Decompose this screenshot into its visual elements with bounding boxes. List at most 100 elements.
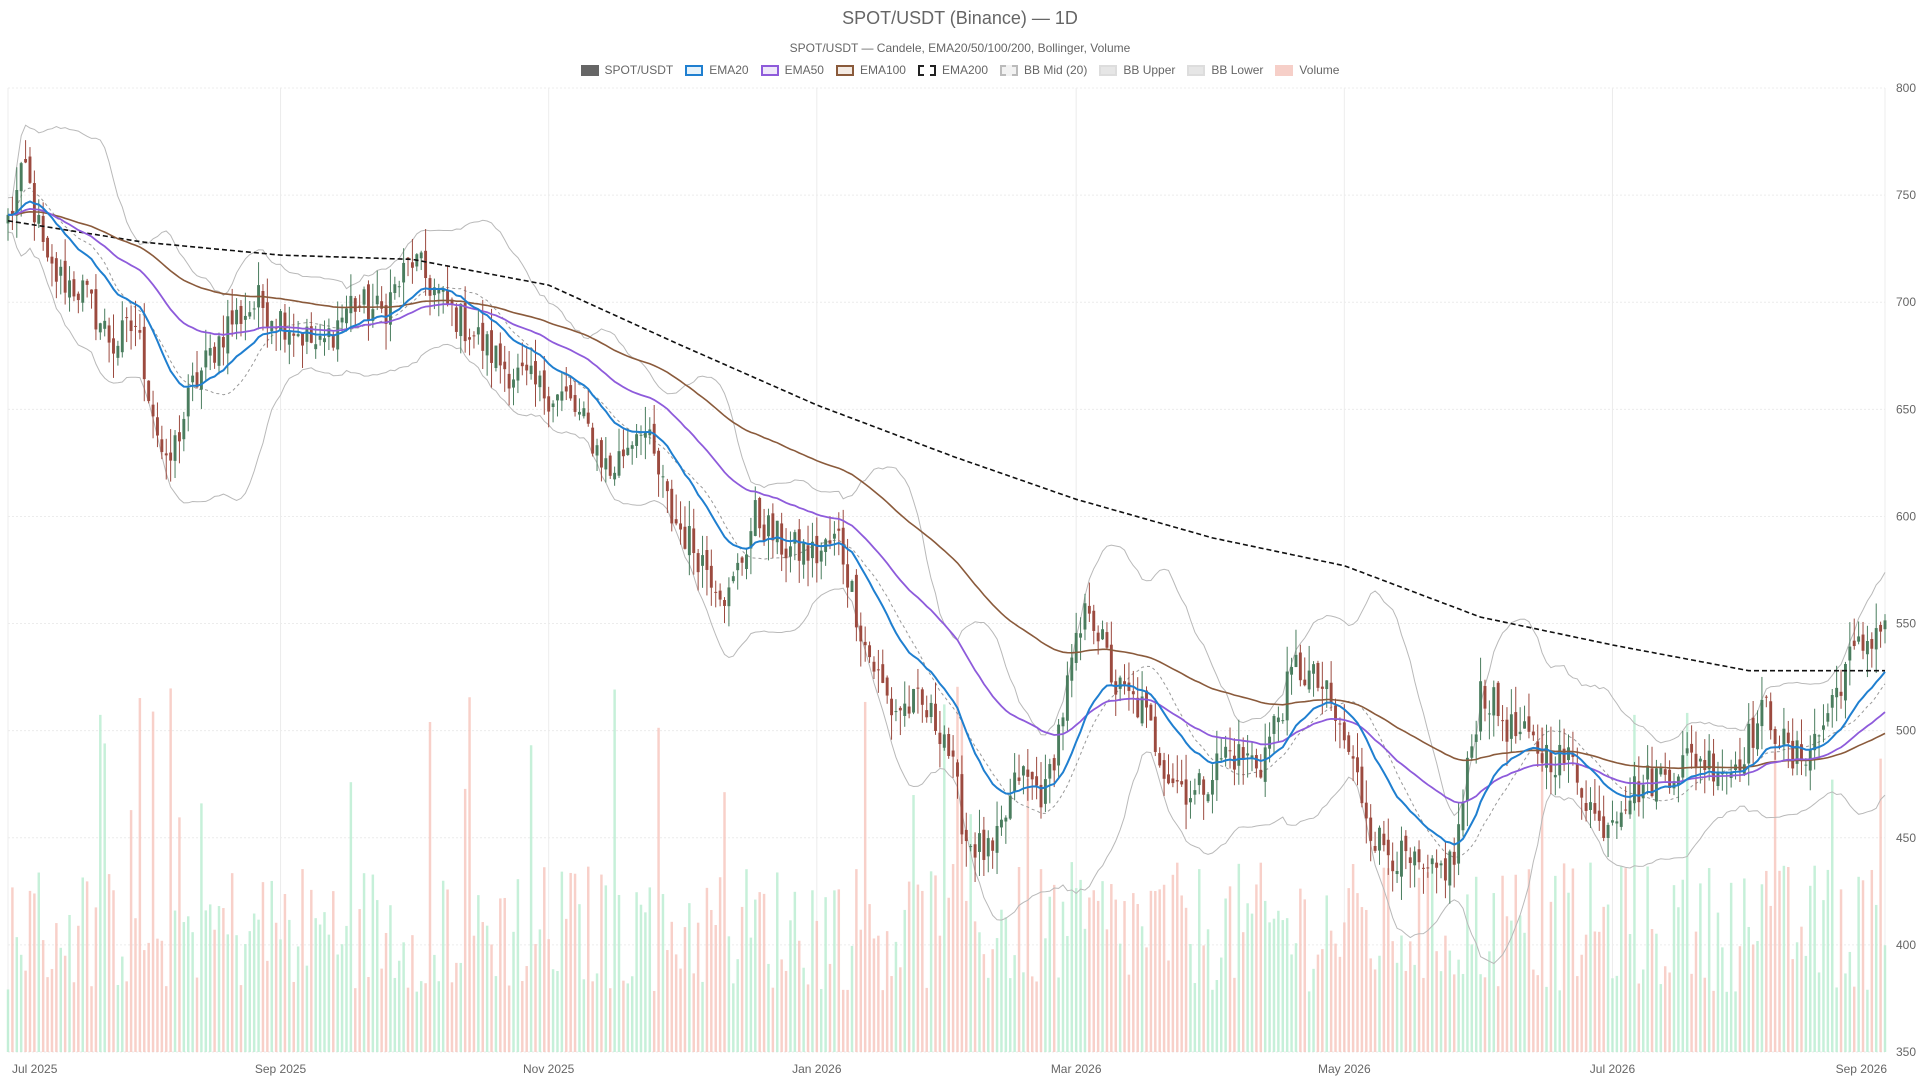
volume-bar [125, 981, 128, 1052]
volume-bar [1558, 990, 1561, 1052]
volume-bar [1382, 867, 1386, 1052]
legend-item[interactable]: EMA20 [685, 63, 749, 77]
volume-bar [1857, 876, 1860, 1052]
candle-body [846, 564, 850, 588]
candle-body [1571, 753, 1575, 757]
candle-body [239, 305, 243, 324]
volume-bar [1751, 944, 1755, 1052]
volume-bar [661, 894, 665, 1052]
volume-bar [235, 935, 238, 1052]
candle-body [1848, 646, 1852, 661]
volume-bar [965, 900, 968, 1052]
volume-bar [1180, 895, 1183, 1052]
volume-bar [90, 986, 93, 1052]
legend-item[interactable]: EMA200 [917, 63, 988, 77]
candle-body [459, 303, 463, 337]
volume-bar [890, 976, 893, 1052]
candle-body [1720, 773, 1724, 775]
candle-body [1057, 724, 1061, 766]
legend-item[interactable]: BB Lower [1187, 63, 1263, 77]
candle-body [1839, 691, 1843, 696]
volume-bar [1729, 882, 1733, 1052]
volume-bar [1606, 904, 1610, 1052]
volume-bar [1052, 884, 1056, 1052]
volume-bar [283, 894, 287, 1052]
volume-bar [1699, 883, 1702, 1052]
candle-body [76, 293, 80, 301]
volume-bar [749, 937, 753, 1052]
candle-body [687, 525, 691, 556]
volume-bar [1114, 899, 1117, 1052]
legend-item[interactable]: EMA100 [835, 63, 906, 77]
volume-bar [824, 897, 827, 1052]
candle-body [1443, 858, 1447, 881]
candle-body [432, 287, 436, 296]
candle-body [1879, 624, 1883, 632]
candle-body [1206, 794, 1210, 802]
volume-bar [688, 903, 691, 1052]
legend-item[interactable]: BB Mid (20) [1000, 63, 1087, 77]
volume-bar [978, 932, 981, 1052]
volume-bar [252, 913, 256, 1052]
legend-item[interactable]: Volume [1275, 63, 1339, 77]
candle-body [1637, 781, 1641, 803]
volume-bar [1747, 926, 1750, 1052]
volume-bar [68, 914, 71, 1052]
volume-bar [529, 745, 533, 1052]
volume-bar [85, 881, 89, 1052]
volume-bar [525, 966, 528, 1052]
volume-bar [512, 931, 515, 1052]
candle-body [1250, 755, 1254, 759]
volume-bar [1826, 869, 1830, 1052]
volume-bar [1681, 879, 1685, 1052]
ema200-line [7, 220, 1885, 672]
candle-body [652, 423, 656, 454]
legend-item[interactable]: EMA50 [760, 63, 824, 77]
candle-body [41, 215, 45, 242]
volume-bar [1009, 978, 1012, 1052]
y-tick-label: 350 [1896, 1045, 1916, 1059]
volume-bar [112, 890, 115, 1052]
volume-bar [1659, 984, 1663, 1052]
volume-bar [481, 922, 484, 1052]
candle-body [1624, 809, 1628, 811]
candle-body [947, 734, 951, 756]
volume-bar [1189, 943, 1192, 1052]
volume-bar [652, 990, 656, 1052]
volume-bar [1448, 950, 1452, 1052]
volume-bar [1000, 909, 1003, 1052]
volume-bar [1527, 869, 1531, 1052]
candle-body [1360, 766, 1364, 804]
legend-item[interactable]: SPOT/USDT [580, 63, 673, 77]
volume-bar [1536, 975, 1539, 1052]
volume-bar [1655, 933, 1658, 1052]
candle-body [1153, 716, 1157, 752]
candle-body [837, 528, 841, 531]
volume-bar [248, 931, 251, 1052]
candle-body [872, 661, 876, 672]
volume-bar [1874, 904, 1878, 1052]
candle-body [617, 451, 621, 476]
candle-body [578, 411, 581, 415]
candle-body [46, 237, 50, 258]
candle-body [960, 774, 964, 835]
volume-bar [1510, 920, 1513, 1052]
candle-body [1474, 734, 1478, 742]
candle-body [463, 302, 467, 342]
legend-item[interactable]: BB Upper [1099, 63, 1175, 77]
volume-bar [521, 981, 524, 1052]
y-axis: 350 400 450 500 550 600 650 700 750 800 [1896, 81, 1916, 1059]
volume-bar [367, 977, 370, 1052]
volume-bar [1325, 895, 1328, 1052]
candle-body [771, 513, 775, 541]
candle-body [1092, 610, 1096, 631]
candle-body [428, 278, 432, 296]
volume-bar [1039, 869, 1043, 1052]
volume-bar [1598, 931, 1601, 1052]
volume-bar [1338, 956, 1342, 1052]
ema-lines [7, 200, 1886, 846]
candle-body [701, 555, 704, 566]
volume-bar [33, 893, 36, 1052]
candle-body [1461, 802, 1465, 831]
candle-body [63, 260, 67, 293]
